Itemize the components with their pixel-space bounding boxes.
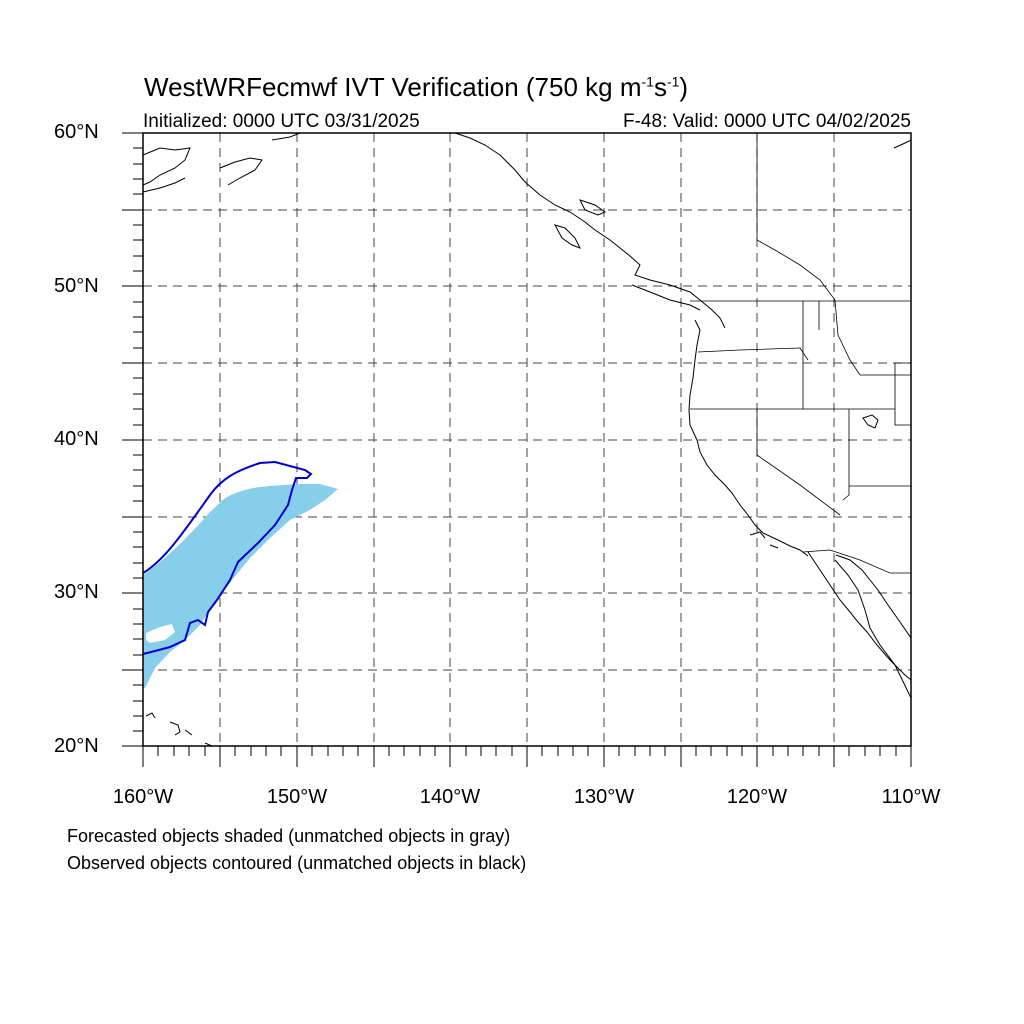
graticule <box>143 133 911 746</box>
lat-label-40n: 40°N <box>54 428 99 450</box>
observed-ivt-contour <box>142 460 313 655</box>
lon-label-140w: 140°W <box>419 786 481 808</box>
observed-note: Observed objects contoured (unmatched ob… <box>67 853 527 873</box>
lat-label-60n: 60°N <box>54 121 99 143</box>
lon-label-110w: 110°W <box>881 786 941 808</box>
forecast-ivt-object <box>143 484 338 688</box>
lon-label-150w: 150°W <box>266 786 328 808</box>
lon-label-120w: 120°W <box>726 786 788 808</box>
valid-time-label: F-48: Valid: 0000 UTC 04/02/2025 <box>623 111 911 132</box>
political-borders <box>690 133 911 574</box>
lat-label-30n: 30°N <box>54 581 99 603</box>
initialized-label: Initialized: 0000 UTC 03/31/2025 <box>143 111 420 132</box>
coastlines <box>142 132 912 747</box>
lon-label-130w: 130°W <box>573 786 635 808</box>
axis-ticks <box>122 132 912 767</box>
map-title: WestWRFecmwf IVT Verification (750 kg m-… <box>144 72 689 102</box>
lat-label-50n: 50°N <box>54 275 99 297</box>
forecast-gap <box>146 624 175 643</box>
lon-label-160w: 160°W <box>112 786 174 808</box>
lat-label-20n: 20°N <box>54 735 99 757</box>
forecast-note: Forecasted objects shaded (unmatched obj… <box>67 826 511 846</box>
